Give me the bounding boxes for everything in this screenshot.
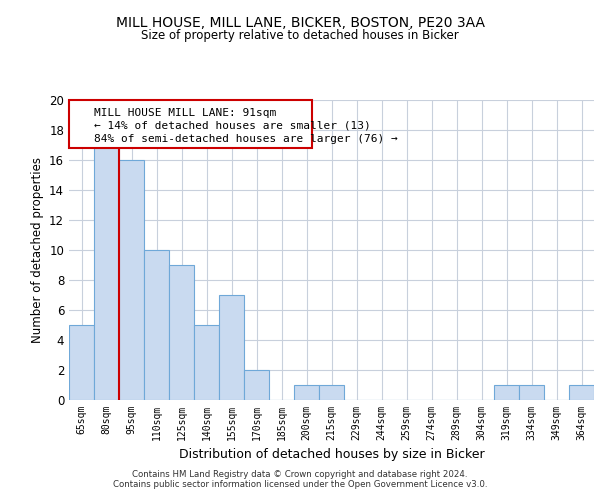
Bar [69, 325, 94, 400]
Bar [244, 370, 269, 400]
Bar [194, 325, 219, 400]
Bar [94, 145, 119, 400]
Bar [219, 295, 244, 400]
Bar [494, 385, 519, 400]
Text: MILL HOUSE, MILL LANE, BICKER, BOSTON, PE20 3AA: MILL HOUSE, MILL LANE, BICKER, BOSTON, P… [115, 16, 485, 30]
Bar [319, 385, 344, 400]
Bar [519, 385, 544, 400]
Bar [294, 385, 319, 400]
X-axis label: Distribution of detached houses by size in Bicker: Distribution of detached houses by size … [179, 448, 484, 462]
FancyBboxPatch shape [69, 100, 311, 148]
Bar [569, 385, 594, 400]
Text: MILL HOUSE MILL LANE: 91sqm
← 14% of detached houses are smaller (13)
84% of sem: MILL HOUSE MILL LANE: 91sqm ← 14% of det… [94, 108, 398, 144]
Bar [144, 250, 169, 400]
Bar [169, 265, 194, 400]
Text: Size of property relative to detached houses in Bicker: Size of property relative to detached ho… [141, 29, 459, 42]
Text: Contains HM Land Registry data © Crown copyright and database right 2024.
Contai: Contains HM Land Registry data © Crown c… [113, 470, 487, 489]
Y-axis label: Number of detached properties: Number of detached properties [31, 157, 44, 343]
Bar [119, 160, 144, 400]
